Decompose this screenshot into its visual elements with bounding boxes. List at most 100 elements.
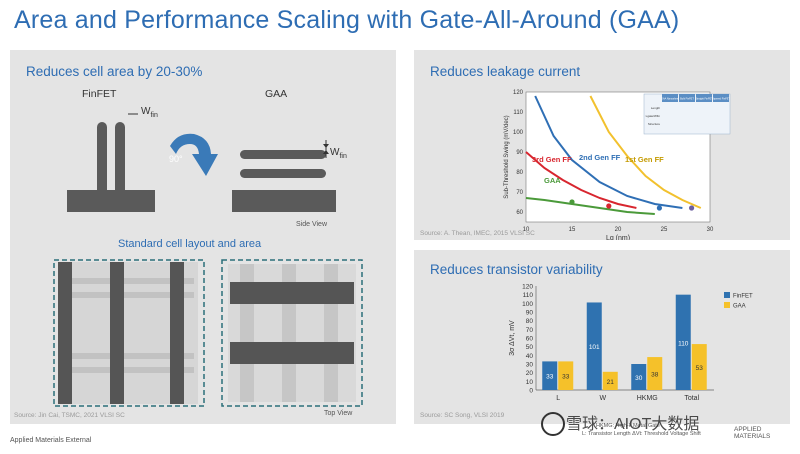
var-y-tick: 20 (526, 370, 534, 377)
leak-y-tick: 120 (513, 90, 524, 96)
leak-y-tick: 100 (513, 130, 524, 136)
var-legend-label: FinFET (733, 294, 753, 300)
var-data-label: 21 (607, 379, 615, 386)
gaa-sheet-top (240, 150, 326, 159)
gaa-substrate (232, 190, 336, 212)
var-data-label: 110 (678, 340, 689, 347)
inset-header: Tapered FinFET (712, 98, 730, 101)
var-legend-label: GAA (733, 304, 746, 310)
var-bar (542, 361, 558, 390)
leakage-chart: 10 15 20 25 30 60 70 80 90 100 110 120 Lg (nm) Sub-Th… (504, 90, 730, 240)
finfet-fin-right (115, 122, 125, 212)
leak-series-line (525, 197, 655, 215)
inset-header-cell (679, 94, 695, 102)
var-y-tick: 30 (526, 362, 534, 369)
finfet-layout (53, 259, 205, 407)
rotate-arrow-icon (170, 133, 218, 176)
var-y-tick: 70 (526, 327, 534, 334)
var-y-tick: 50 (526, 344, 534, 351)
inset-header-cell (662, 94, 678, 102)
leak-series-line (525, 151, 637, 209)
leakage-source: Source: A. Thean, IMEC, 2015 VLSI SC (420, 230, 535, 237)
var-data-label: 101 (589, 344, 600, 351)
wfin-label-finfet: Wfin (141, 106, 158, 119)
variability-note-2: L: Transistor Length ΔVt: Threshold Volt… (582, 431, 701, 437)
var-bar (647, 357, 663, 390)
leak-x-tick: 25 (661, 227, 668, 233)
var-y-tick: 110 (523, 292, 534, 299)
leak-y-tick: 80 (516, 170, 523, 176)
leak-y-tick: 110 (513, 110, 523, 116)
finfet-fin-left (97, 122, 107, 212)
var-y-tick: 120 (522, 284, 533, 291)
leak-x-tick: 15 (569, 227, 576, 233)
watermark-text: 雪球：AIOT大数据 (566, 416, 700, 433)
var-bar (675, 294, 691, 390)
leak-marker (606, 203, 612, 209)
var-y-tick: 90 (526, 310, 534, 317)
top-view-label: Top View (324, 410, 353, 417)
var-category-label: W (599, 395, 606, 402)
leak-series-label: 1st Gen FF (625, 155, 664, 164)
page-title: Area and Performance Scaling with Gate-A… (14, 6, 680, 34)
finfet-label: FinFET (82, 88, 117, 100)
variability-note-1: HKMG: High-k Metal Gate (596, 423, 660, 429)
leak-series-line (534, 95, 683, 209)
inset-row-label: Structure (648, 122, 661, 126)
inset-row-label: Lgate/Wfin (646, 114, 661, 118)
leak-marker (569, 199, 575, 205)
leak-y-tick: 60 (516, 210, 523, 216)
inset-header: GAA Nanosheet (661, 98, 679, 101)
variability-panel (414, 250, 790, 424)
leak-x-tick: 30 (707, 227, 714, 233)
inset-header: Straight FinFET (695, 98, 713, 101)
var-legend-swatch (724, 302, 730, 308)
var-bar (602, 371, 618, 390)
leak-x-tick: 20 (615, 227, 622, 233)
cell-area-title: Reduces cell area by 20-30% (26, 64, 203, 79)
var-bar (558, 361, 574, 390)
leakage-title: Reduces leakage current (430, 64, 581, 79)
var-data-label: 30 (635, 375, 643, 382)
var-bar (586, 302, 602, 390)
inset-header: Bulk FinFET (680, 98, 694, 101)
var-category-label: HKMG (637, 395, 658, 402)
var-y-tick: 60 (526, 336, 534, 343)
var-data-label: 33 (546, 374, 554, 381)
leak-series-label: GAA (544, 176, 561, 185)
gaa-label: GAA (265, 88, 288, 100)
var-y-tick: 0 (529, 388, 533, 395)
left-source: Source: Jin Cai, TSMC, 2021 VLSI SC (14, 412, 125, 419)
var-y-label: 3σ ΔVt, mV (509, 320, 516, 356)
inset-header-cell (713, 94, 729, 102)
var-category-label: L (556, 395, 560, 402)
leak-marker (656, 205, 662, 211)
watermark-logo-icon (541, 412, 565, 436)
var-category-label: Total (684, 395, 699, 402)
leak-marker (689, 205, 695, 211)
var-data-label: 53 (696, 365, 704, 372)
var-bar (691, 344, 707, 390)
leak-series-label: 2nd Gen FF (579, 153, 621, 162)
variability-source: Source: SC Song, VLSI 2019 (420, 412, 505, 419)
leak-y-label: Sub-Threshold Swing (mV/dec) (504, 115, 510, 198)
finfet-substrate (67, 190, 155, 212)
var-y-tick: 10 (526, 379, 534, 386)
leak-y-tick: 90 (516, 150, 523, 156)
leak-series-label: 3rd Gen FF (532, 155, 572, 164)
inset-header-cell (696, 94, 712, 102)
inset-row-label: Length (651, 106, 661, 110)
gaa-layout (221, 259, 363, 407)
rotate-label: 90° (169, 154, 183, 164)
variability-title: Reduces transistor variability (430, 262, 603, 277)
leak-y-tick: 70 (516, 190, 523, 196)
gaa-sheet-bottom (240, 169, 326, 178)
var-y-tick: 80 (526, 318, 534, 325)
var-data-label: 33 (562, 374, 570, 381)
var-data-label: 38 (651, 372, 659, 379)
side-view-label: Side View (296, 221, 328, 228)
leak-x-tick: 10 (523, 227, 530, 233)
var-y-tick: 40 (526, 353, 534, 360)
leak-series-line (589, 95, 702, 209)
